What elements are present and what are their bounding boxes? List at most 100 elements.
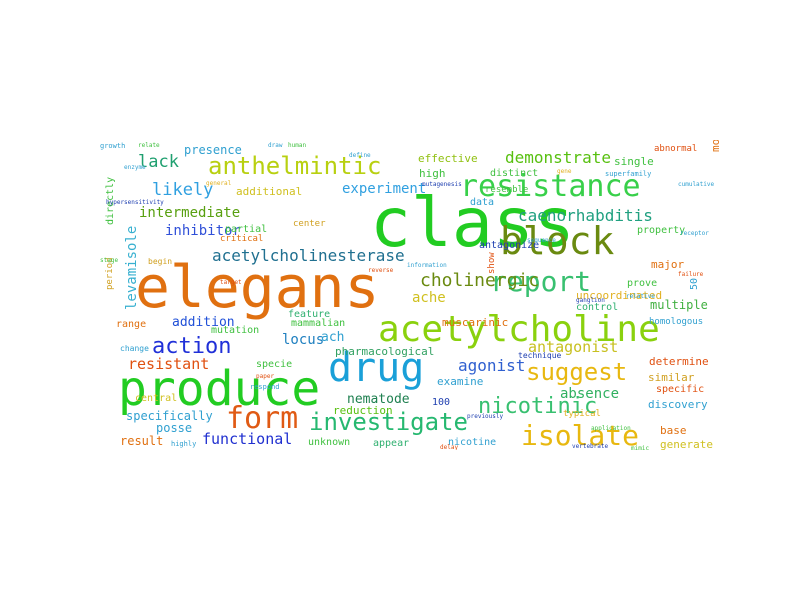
word-base: base — [660, 424, 687, 437]
word-center: center — [293, 219, 326, 229]
word-similar: similar — [648, 371, 695, 384]
word-examine: examine — [437, 375, 484, 388]
word-ache: ache — [412, 290, 446, 306]
word-mammalian: mammalian — [291, 318, 346, 329]
word-define: define — [349, 152, 371, 159]
word-failure: failure — [678, 271, 704, 278]
word-nicotinic: nicotinic — [478, 394, 598, 419]
word-reduction: reduction — [333, 404, 393, 417]
word-result: result — [120, 434, 164, 448]
word-relate: relate — [138, 142, 160, 149]
word-nicotine: nicotine — [448, 437, 497, 448]
word-specie: specie — [256, 359, 293, 370]
word-vertebrate: vertebrate — [572, 443, 609, 450]
word-anthelmintic: anthelmintic — [208, 152, 382, 180]
word-discovery: discovery — [648, 398, 708, 411]
word-inhibitor: inhibitor — [165, 223, 241, 239]
word-acetylcholinesterase: acetylcholinesterase — [212, 246, 405, 265]
word-paper: paper — [256, 373, 275, 380]
word-major: major — [651, 258, 685, 271]
word-antagonize: antagonize — [479, 240, 540, 251]
word-functional: functional — [202, 430, 293, 448]
word-pharmacological: pharmacological — [335, 345, 435, 358]
word-single: single — [614, 155, 654, 168]
word-receptor: receptor — [680, 230, 709, 237]
word-critical: critical — [220, 234, 264, 244]
word-muscarinic: muscarinic — [442, 316, 509, 329]
word-multiple: multiple — [650, 298, 708, 312]
word-absence: absence — [560, 386, 620, 402]
word-feature: feature — [288, 309, 331, 320]
word-cholinergic: cholinergic — [420, 270, 540, 291]
word-general: general — [206, 180, 232, 187]
word-property: property — [637, 225, 686, 236]
word-investigate: investigate — [309, 408, 468, 436]
word-resistance: resistance — [460, 169, 641, 204]
word-delay: delay — [440, 444, 459, 451]
word-relative: relative — [626, 293, 655, 300]
word-levamisole: levamisole — [124, 225, 140, 310]
word-typical: typical — [563, 409, 601, 419]
word-acetylcholine: acetylcholine — [378, 309, 660, 350]
word-homologous: homologous — [649, 317, 704, 327]
word-likely: likely — [152, 180, 214, 200]
word-isolate: isolate — [521, 419, 640, 450]
word-unknown: unknown — [308, 437, 351, 448]
word-previously: previously — [467, 413, 504, 420]
word-demonstrate: demonstrate — [505, 148, 611, 167]
word-appear: appear — [373, 438, 410, 449]
word-gene: gene — [557, 168, 572, 175]
word-class: class — [370, 184, 575, 263]
word-action: action — [152, 334, 232, 359]
word-abnormal: abnormal — [654, 144, 698, 154]
word-specifically: specifically — [126, 409, 213, 423]
word-experiment: experiment — [342, 181, 427, 197]
word-change: change — [120, 344, 149, 353]
word-resistant: resistant — [128, 355, 210, 373]
word-elegans: elegans — [135, 253, 380, 321]
word-resemble: resemble — [485, 185, 529, 195]
word-control: control — [576, 302, 619, 313]
word-target: target — [220, 279, 242, 286]
word-lack: lack — [138, 152, 179, 172]
word-central: central — [135, 393, 178, 404]
word-addition: addition — [172, 315, 235, 330]
word-cumulative: cumulative — [678, 181, 715, 188]
word-range: range — [116, 319, 147, 330]
word-draw: draw — [268, 142, 283, 149]
word-nematode: nematode — [347, 392, 410, 407]
word-effective: effective — [418, 152, 478, 165]
word-technique: technique — [518, 351, 562, 360]
word-drug: drug — [328, 345, 425, 391]
word-mutation: mutation — [211, 325, 260, 336]
word-uncoordinated: uncoordinated — [576, 289, 663, 302]
word-100: 100 — [432, 397, 451, 408]
word-suggest: suggest — [526, 358, 628, 386]
word-block: block — [500, 219, 615, 263]
word-prove: prove — [627, 278, 658, 289]
word-generate: generate — [660, 438, 713, 450]
word-growth: growth — [100, 142, 126, 150]
word-ganglion: ganglion — [576, 297, 605, 304]
word-high: high — [419, 167, 446, 180]
word-mimic: mimic — [631, 445, 650, 451]
word-begin: begin — [148, 257, 173, 266]
word-agonist: agonist — [458, 356, 526, 375]
word-specific: specific — [656, 384, 705, 395]
word-additional: additional — [236, 185, 303, 198]
word-reverse: reverse — [368, 267, 394, 274]
word-distinct: distinct — [490, 168, 539, 179]
word-form: form — [226, 401, 299, 436]
word-mutagenesis: mutagenesis — [422, 181, 462, 188]
word-data: data — [470, 197, 495, 208]
word-highly: highly — [171, 440, 197, 448]
word-locus: locus — [282, 332, 325, 348]
word-ach: ach — [321, 330, 345, 345]
word-information: information — [407, 262, 447, 269]
word-cloud: class elegans produce drug block acetylcholin… — [100, 140, 720, 450]
word-50: 50 — [689, 277, 700, 290]
word-respond: respond — [250, 383, 280, 391]
word-hypersensitivity: hypersensitivity — [106, 199, 164, 206]
word-determine: determine — [649, 355, 709, 368]
